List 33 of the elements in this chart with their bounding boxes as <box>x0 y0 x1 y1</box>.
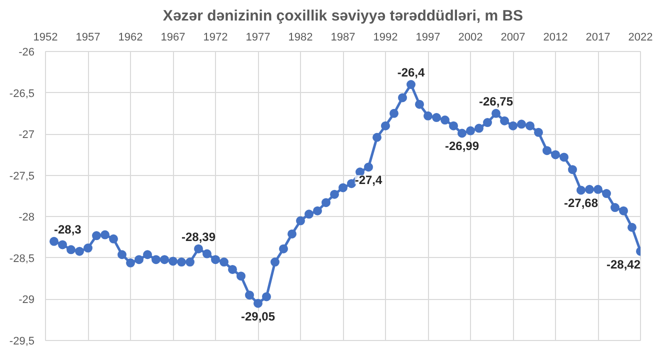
x-tick-label: 1982 <box>288 32 313 44</box>
y-tick-label: -28 <box>18 212 35 224</box>
data-label: -26,75 <box>478 94 514 108</box>
y-tick-label: -29 <box>18 294 35 306</box>
data-label: -26,4 <box>397 66 425 80</box>
x-tick-label: 1997 <box>416 32 440 44</box>
x-tick-label: 2012 <box>543 32 568 44</box>
y-tick-label: -29,5 <box>9 336 35 348</box>
x-tick-label: 1987 <box>330 32 356 44</box>
data-label: -27,4 <box>354 173 382 188</box>
data-label: -27,68 <box>564 196 598 210</box>
x-tick-label: 2007 <box>500 32 526 44</box>
x-tick-label: 2002 <box>458 32 483 44</box>
x-tick-label: 1957 <box>76 32 100 44</box>
y-tick-label: -28,5 <box>9 252 35 265</box>
x-tick-label: 2022 <box>628 32 653 44</box>
y-tick-label: -27 <box>18 129 35 142</box>
x-tick-label: 1972 <box>203 32 228 44</box>
chart-title: Xəzər dənizinin çoxillik səviyyə tərəddüdləri, m BS <box>162 8 524 24</box>
data-label: -28,39 <box>181 230 216 244</box>
data-label: -26,99 <box>444 139 480 154</box>
data-label: -29,05 <box>240 309 276 324</box>
x-tick-label: 1952 <box>33 32 58 44</box>
data-label: -28,42 <box>606 257 641 272</box>
x-tick-label: 1962 <box>118 32 143 44</box>
x-tick-label: 2017 <box>586 32 610 44</box>
x-tick-label: 1967 <box>160 32 186 44</box>
x-tick-label: 1977 <box>246 32 270 44</box>
y-tick-label: -26,5 <box>9 88 35 100</box>
y-tick-label: -27,5 <box>9 170 35 182</box>
x-tick-label: 1992 <box>373 32 398 44</box>
data-label: -28,3 <box>54 222 82 236</box>
y-tick-label: -26 <box>18 46 35 58</box>
